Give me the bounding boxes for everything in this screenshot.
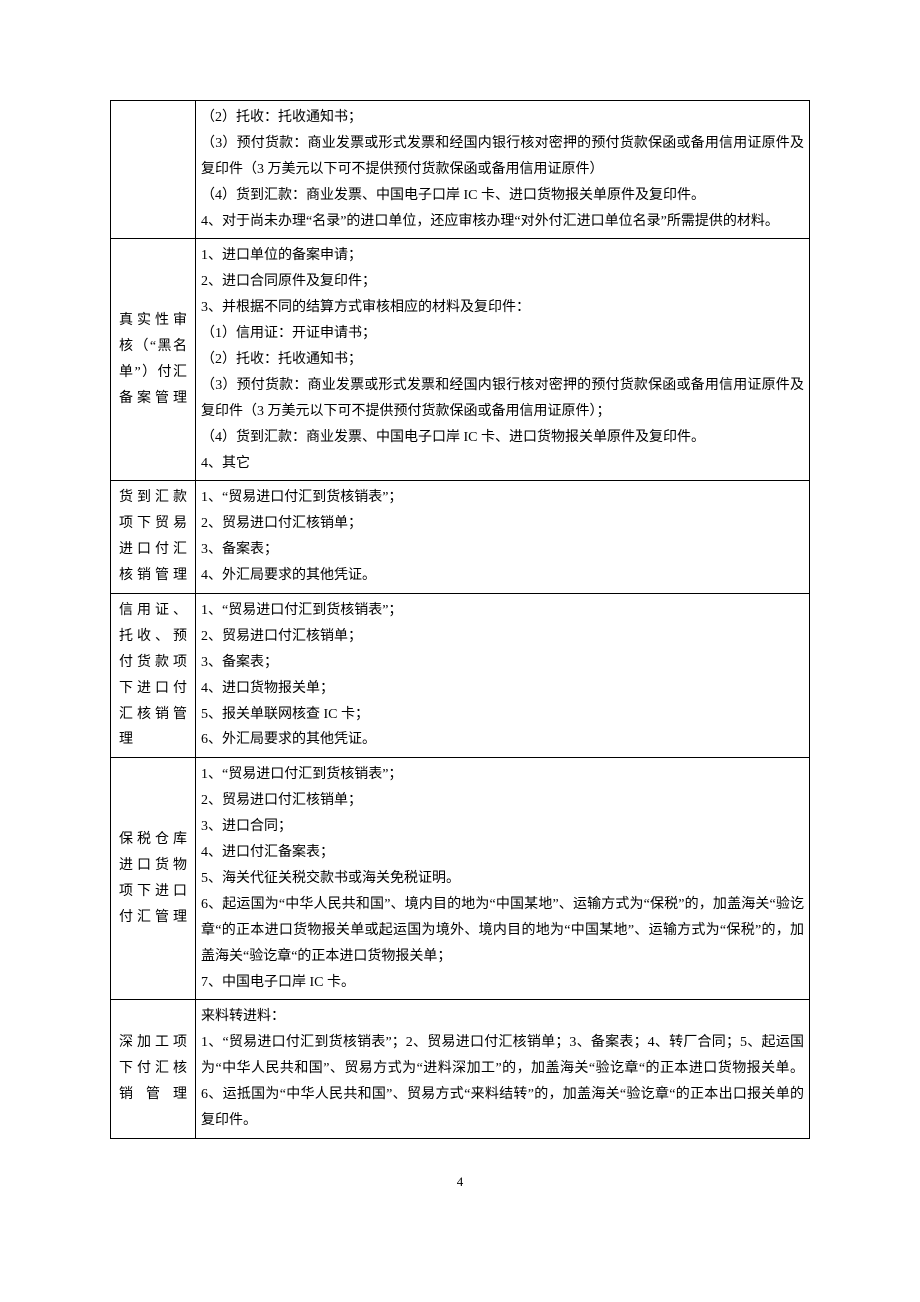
row-label — [111, 101, 196, 239]
table-row: 信用证、托收、预付货款项下进口付汇核销管理 1、“贸易进口付汇到货核销表”；2、… — [111, 594, 810, 758]
content-table: （2）托收：托收通知书；（3）预付货款：商业发票或形式发票和经国内银行核对密押的… — [110, 100, 810, 1139]
row-label: 货到汇款项下贸易进口付汇核销管理 — [111, 481, 196, 594]
row-label: 信用证、托收、预付货款项下进口付汇核销管理 — [111, 594, 196, 758]
table-row: （2）托收：托收通知书；（3）预付货款：商业发票或形式发票和经国内银行核对密押的… — [111, 101, 810, 239]
table-row: 深加工项下付汇核销管理 来料转进料：1、“贸易进口付汇到货核销表”；2、贸易进口… — [111, 1000, 810, 1138]
row-content: 1、“贸易进口付汇到货核销表”；2、贸易进口付汇核销单；3、备案表；4、进口货物… — [196, 594, 810, 758]
table-row: 真实性审核（“黑名单”）付汇备案管理 1、进口单位的备案申请；2、进口合同原件及… — [111, 239, 810, 481]
table-row: 保税仓库进口货物项下进口付汇管理 1、“贸易进口付汇到货核销表”；2、贸易进口付… — [111, 758, 810, 1000]
row-content: 1、“贸易进口付汇到货核销表”；2、贸易进口付汇核销单；3、备案表；4、外汇局要… — [196, 481, 810, 594]
row-content: （2）托收：托收通知书；（3）预付货款：商业发票或形式发票和经国内银行核对密押的… — [196, 101, 810, 239]
row-content: 1、进口单位的备案申请；2、进口合同原件及复印件；3、并根据不同的结算方式审核相… — [196, 239, 810, 481]
document-page: （2）托收：托收通知书；（3）预付货款：商业发票或形式发票和经国内银行核对密押的… — [0, 0, 920, 1302]
table-row: 货到汇款项下贸易进口付汇核销管理 1、“贸易进口付汇到货核销表”；2、贸易进口付… — [111, 481, 810, 594]
row-content: 1、“贸易进口付汇到货核销表”；2、贸易进口付汇核销单；3、进口合同；4、进口付… — [196, 758, 810, 1000]
row-label: 真实性审核（“黑名单”）付汇备案管理 — [111, 239, 196, 481]
row-label: 深加工项下付汇核销管理 — [111, 1000, 196, 1138]
row-label: 保税仓库进口货物项下进口付汇管理 — [111, 758, 196, 1000]
row-content: 来料转进料：1、“贸易进口付汇到货核销表”；2、贸易进口付汇核销单；3、备案表；… — [196, 1000, 810, 1138]
page-number: 4 — [110, 1174, 810, 1190]
